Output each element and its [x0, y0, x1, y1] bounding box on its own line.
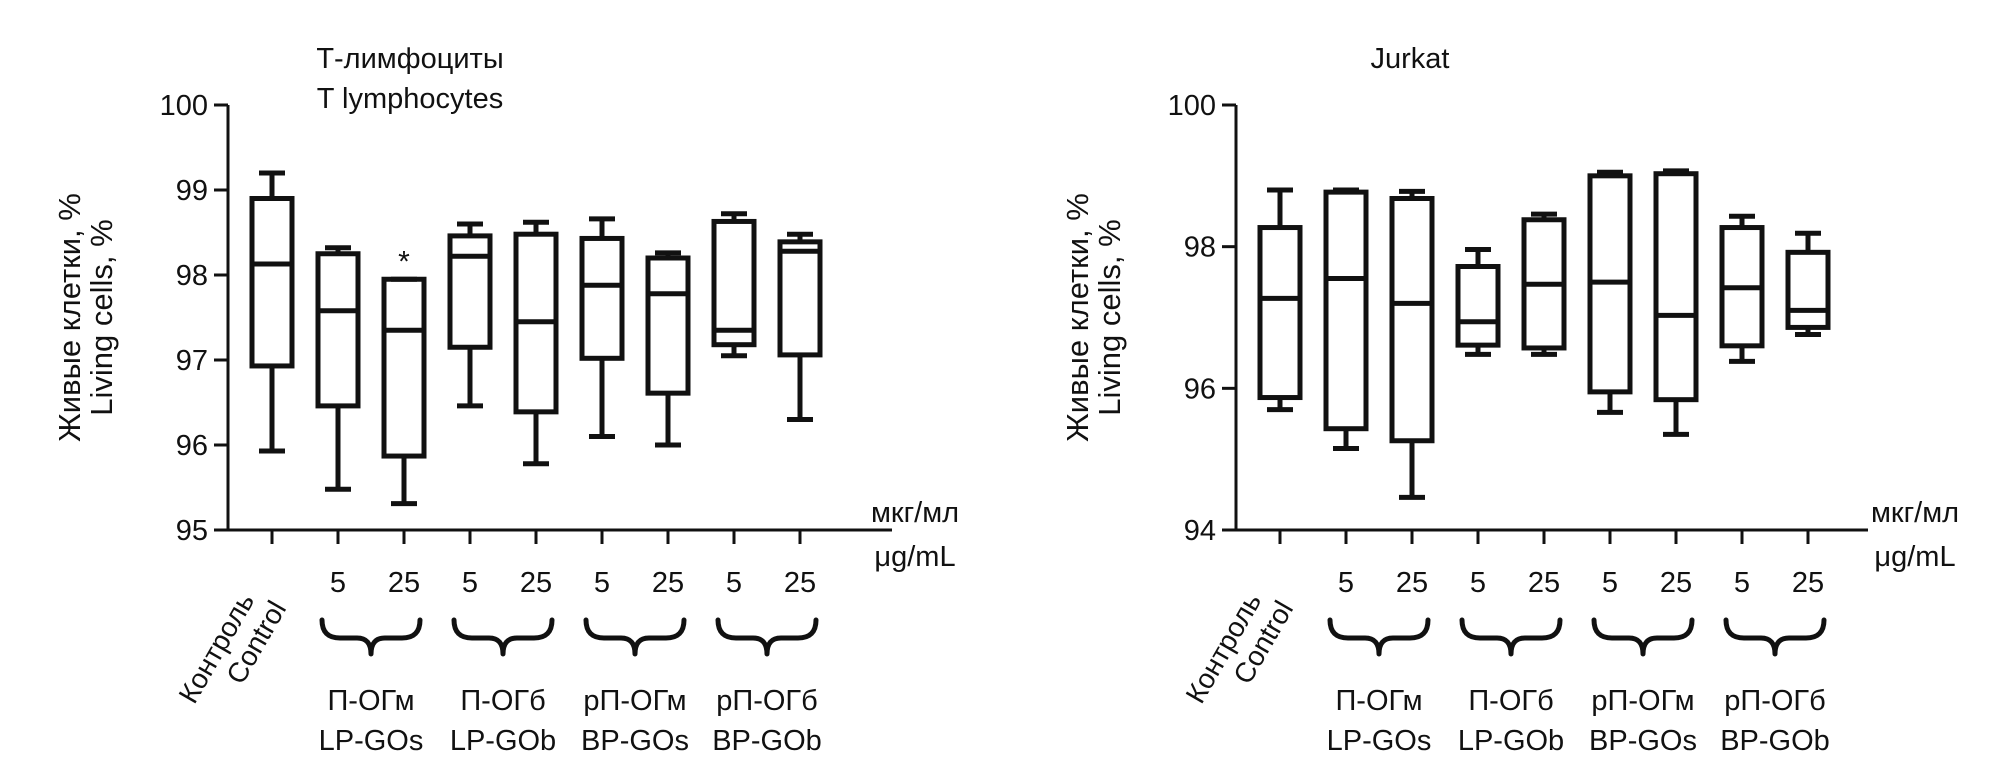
group-label: рП-ОГб — [716, 685, 818, 717]
box-iqr — [381, 276, 427, 459]
x-label-dose: 25 — [1660, 567, 1692, 599]
units-label: мкг/мл — [871, 497, 959, 529]
x-label-dose: 25 — [1792, 567, 1824, 599]
panel-t-lymphocytes: Т-лимфоциты T lymphocytes 95 96 97 98 99 100 Жив… — [52, 43, 959, 757]
box-iqr — [1257, 225, 1303, 401]
y-tick-label: 96 — [1184, 373, 1216, 405]
group-label: П-ОГб — [460, 685, 545, 717]
group-brace — [1591, 617, 1695, 657]
box-iqr — [1389, 196, 1435, 444]
x-label-dose: 25 — [652, 567, 684, 599]
y-tick-label: 98 — [1184, 232, 1216, 264]
x-label-dose: 25 — [520, 567, 552, 599]
group-label: BP-GOb — [1720, 725, 1830, 757]
units-label: μg/mL — [1874, 541, 1955, 573]
panel-jurkat: Jurkat 94 96 98 100 Живые клетки, %Living cel… — [1060, 43, 1959, 757]
significance-marker: * — [398, 245, 410, 278]
group-label: рП-ОГм — [1591, 685, 1694, 717]
box-iqr — [579, 235, 625, 361]
x-label-dose: 5 — [726, 567, 742, 599]
group-label: П-ОГм — [1335, 685, 1422, 717]
box-iqr — [249, 196, 295, 369]
x-label-dose: 5 — [1470, 567, 1486, 599]
y-axis-label: Living cells, % — [84, 219, 119, 415]
group-brace — [583, 617, 687, 657]
box-iqr — [447, 233, 493, 350]
x-label-dose: 5 — [594, 567, 610, 599]
chart-title-line: Т-лимфоциты — [316, 43, 503, 75]
y-tick-label: 97 — [176, 345, 208, 377]
box-iqr — [315, 251, 361, 409]
chart-title-line: Jurkat — [1371, 43, 1450, 75]
x-label-dose: 5 — [1602, 567, 1618, 599]
units-label: мкг/мл — [1871, 497, 1959, 529]
x-label-dose: 5 — [330, 567, 346, 599]
group-label: BP-GOs — [581, 725, 689, 757]
group-brace — [1327, 617, 1431, 657]
box-iqr — [1323, 189, 1369, 432]
box-iqr — [1785, 249, 1831, 330]
box-iqr — [645, 255, 691, 396]
y-tick-label: 100 — [160, 90, 208, 122]
y-axis-label: Living cells, % — [1092, 219, 1127, 415]
chart-title-line: T lymphocytes — [317, 83, 503, 115]
y-tick-label: 95 — [176, 515, 208, 547]
y-axis-label: Живые клетки, % — [1060, 193, 1095, 442]
box-iqr — [1653, 171, 1699, 403]
group-label: П-ОГм — [327, 685, 414, 717]
box-iqr — [711, 218, 757, 348]
group-label: LP-GOs — [1327, 725, 1432, 757]
group-label: LP-GOb — [1458, 725, 1564, 757]
x-label-dose: 25 — [388, 567, 420, 599]
y-tick-label: 96 — [176, 430, 208, 462]
group-brace — [451, 617, 555, 657]
y-tick-label: 98 — [176, 260, 208, 292]
x-label-dose: 25 — [1528, 567, 1560, 599]
group-label: рП-ОГм — [583, 685, 686, 717]
group-label: BP-GOb — [712, 725, 822, 757]
group-label: LP-GOs — [319, 725, 424, 757]
group-brace — [1459, 617, 1563, 657]
y-tick-label: 94 — [1184, 515, 1216, 547]
group-label: П-ОГб — [1468, 685, 1553, 717]
group-label: BP-GOs — [1589, 725, 1697, 757]
group-label: LP-GOb — [450, 725, 556, 757]
x-label-dose: 5 — [462, 567, 478, 599]
box-iqr — [1455, 264, 1501, 348]
x-label-dose: 5 — [1338, 567, 1354, 599]
group-label: рП-ОГб — [1724, 685, 1826, 717]
x-label-dose: 25 — [784, 567, 816, 599]
group-brace — [1723, 617, 1827, 657]
group-brace — [715, 617, 819, 657]
y-axis-label: Живые клетки, % — [52, 193, 87, 442]
y-tick-label: 99 — [176, 175, 208, 207]
y-tick-label: 100 — [1168, 90, 1216, 122]
box-iqr — [777, 239, 823, 358]
units-label: μg/mL — [874, 541, 955, 573]
group-brace — [319, 617, 423, 657]
x-label-dose: 5 — [1734, 567, 1750, 599]
x-label-dose: 25 — [1396, 567, 1428, 599]
